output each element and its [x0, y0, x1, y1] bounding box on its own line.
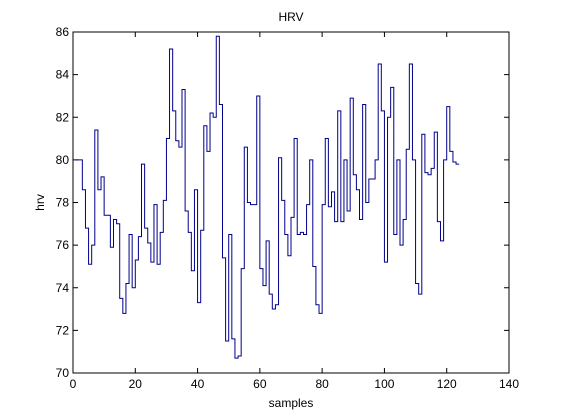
x-tick-label: 60	[253, 377, 267, 391]
x-tick-label: 0	[70, 377, 77, 391]
hrv-series-line	[76, 35, 460, 359]
x-tick-label: 80	[315, 377, 329, 391]
y-tick-label: 76	[56, 238, 70, 252]
y-tick-label: 70	[56, 366, 70, 380]
x-axis-label: samples	[269, 396, 314, 410]
x-tick-label: 40	[191, 377, 205, 391]
y-tick-label: 78	[56, 196, 70, 210]
y-tick-label: 74	[56, 281, 70, 295]
axis-ticks: 0 20 40 60 80 100 120 140 70 72 74 76 78 80 82 84 86	[56, 25, 520, 391]
x-tick-label: 120	[437, 377, 457, 391]
x-tick-label: 20	[129, 377, 143, 391]
plot-area	[72, 31, 510, 374]
y-axis-label: hrv	[33, 194, 47, 211]
y-tick-label: 86	[56, 25, 70, 39]
y-tick-label: 72	[56, 323, 70, 337]
y-tick-label: 84	[56, 68, 70, 82]
y-tick-label: 82	[56, 110, 70, 124]
y-tick-label: 80	[56, 153, 70, 167]
chart-title: HRV	[278, 10, 303, 24]
x-tick-label: 100	[374, 377, 394, 391]
x-tick-label: 140	[499, 377, 519, 391]
